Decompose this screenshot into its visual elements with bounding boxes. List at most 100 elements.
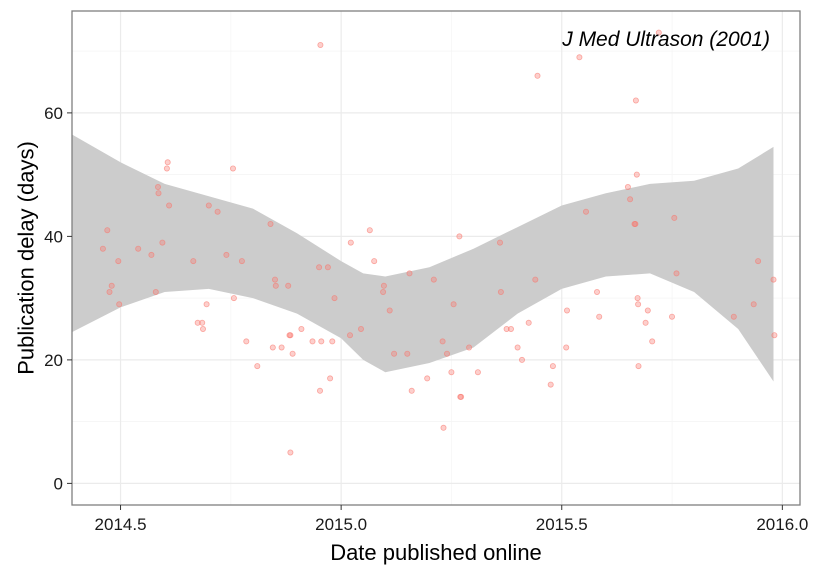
x-tick-label: 2015.5 <box>536 515 588 534</box>
data-point <box>238 258 245 265</box>
data-point <box>99 245 106 252</box>
x-axis-ticks: 2014.5 2015.0 2015.5 2016.0 <box>95 505 808 534</box>
data-point <box>155 190 162 197</box>
data-point <box>318 338 325 345</box>
data-point <box>596 313 603 320</box>
data-point <box>214 208 221 215</box>
data-point <box>624 183 631 190</box>
data-point <box>229 165 236 172</box>
x-tick-label: 2016.0 <box>756 515 808 534</box>
data-point <box>563 344 570 351</box>
data-point <box>116 301 123 308</box>
data-point <box>633 171 640 178</box>
y-axis-title: Publication delay (days) <box>14 141 39 375</box>
data-point <box>519 356 526 363</box>
data-point <box>507 325 514 332</box>
data-point <box>380 282 387 289</box>
data-point <box>627 196 634 203</box>
data-point <box>164 159 171 166</box>
data-point <box>649 338 656 345</box>
data-point <box>289 350 296 357</box>
data-point <box>635 301 642 308</box>
data-point <box>634 295 641 302</box>
data-point <box>108 282 115 289</box>
data-point <box>547 381 554 388</box>
data-point <box>503 325 510 332</box>
data-point <box>534 72 541 79</box>
x-tick-label: 2015.0 <box>315 515 367 534</box>
data-point <box>642 319 649 326</box>
confidence-band <box>72 134 774 382</box>
data-point <box>166 202 173 209</box>
data-point <box>371 258 378 265</box>
data-point <box>159 239 166 246</box>
data-point <box>254 363 261 370</box>
y-tick-label: 60 <box>44 104 63 123</box>
data-point <box>346 332 353 339</box>
data-point <box>203 301 210 308</box>
data-points <box>99 29 778 456</box>
data-point <box>474 369 481 376</box>
data-point <box>366 227 373 234</box>
data-point <box>673 270 680 277</box>
data-point <box>497 288 504 295</box>
data-point <box>230 295 237 302</box>
x-axis-title: Date published online <box>330 540 542 565</box>
data-point <box>324 264 331 271</box>
data-point <box>549 363 556 370</box>
data-point <box>223 251 230 258</box>
data-point <box>448 369 455 376</box>
data-point <box>190 258 197 265</box>
data-point <box>755 258 762 265</box>
data-point <box>750 301 757 308</box>
data-point <box>272 282 279 289</box>
data-point <box>163 165 170 172</box>
data-point <box>450 301 457 308</box>
data-point <box>298 325 305 332</box>
data-point <box>514 344 521 351</box>
data-point <box>440 424 447 431</box>
data-point <box>635 363 642 370</box>
data-point <box>104 227 111 234</box>
data-point <box>655 29 662 36</box>
data-point <box>199 319 206 326</box>
data-point <box>152 288 159 295</box>
data-point <box>148 251 155 258</box>
data-point <box>278 344 285 351</box>
data-point <box>644 307 651 314</box>
data-point <box>632 97 639 104</box>
data-point <box>430 276 437 283</box>
data-point <box>406 270 413 277</box>
data-point <box>317 42 324 49</box>
data-point <box>205 202 212 209</box>
data-point <box>316 387 323 394</box>
data-point <box>115 258 122 265</box>
journal-annotation: J Med Ultrason (2001) <box>561 28 770 51</box>
data-point <box>730 313 737 320</box>
x-tick-label: 2014.5 <box>95 515 147 534</box>
panel-border <box>71 10 801 506</box>
data-point <box>576 54 583 61</box>
data-point <box>424 375 431 382</box>
data-point <box>456 233 463 240</box>
data-point <box>285 282 292 289</box>
data-point <box>357 325 364 332</box>
data-point <box>154 183 161 190</box>
y-tick-label: 0 <box>54 474 63 493</box>
data-point <box>380 288 387 295</box>
data-point <box>386 307 393 314</box>
data-point <box>267 220 274 227</box>
data-point <box>316 264 323 271</box>
data-point <box>466 344 473 351</box>
y-tick-label: 20 <box>44 351 63 370</box>
data-point <box>243 338 250 345</box>
data-point <box>106 288 113 295</box>
data-point <box>269 344 276 351</box>
y-tick-label: 40 <box>44 227 63 246</box>
data-point <box>287 449 294 456</box>
data-point <box>443 350 450 357</box>
data-point <box>583 208 590 215</box>
data-point <box>669 313 676 320</box>
data-point <box>271 276 278 283</box>
